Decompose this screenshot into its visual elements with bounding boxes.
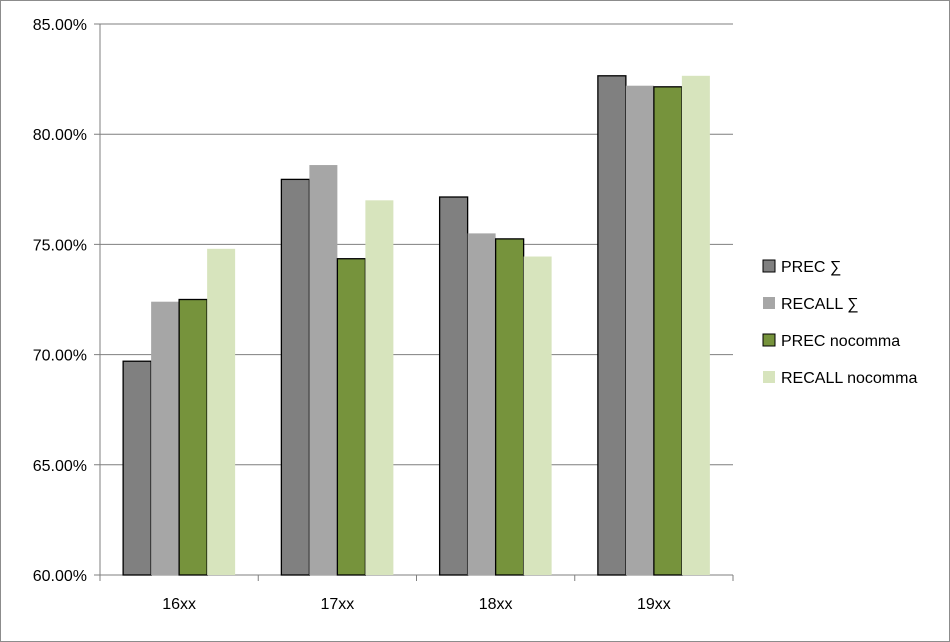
legend-label: PREC nocomma xyxy=(781,333,900,350)
legend: PREC ∑ RECALL ∑ PREC nocomma RECALL nocomma xyxy=(762,259,917,387)
y-tick-labels: 60.00% 65.00% 70.00% 75.00% 80.00% 85.00% xyxy=(33,17,87,585)
bar xyxy=(681,75,710,575)
bar xyxy=(653,86,683,576)
legend-swatch xyxy=(762,333,776,347)
legend-label: PREC ∑ xyxy=(781,259,841,276)
bar xyxy=(207,248,236,576)
bar xyxy=(597,75,627,576)
bar xyxy=(178,298,208,576)
x-tick-label: 18xx xyxy=(479,596,513,613)
bar xyxy=(122,360,152,576)
bar xyxy=(365,200,394,575)
legend-swatch xyxy=(762,259,776,273)
y-tick-label: 75.00% xyxy=(33,237,87,254)
bar xyxy=(625,85,654,575)
bars xyxy=(122,75,710,576)
legend-swatch xyxy=(763,371,775,383)
x-tick-label: 16xx xyxy=(162,596,196,613)
y-tick-label: 85.00% xyxy=(33,17,87,34)
legend-swatch xyxy=(763,297,775,309)
bar xyxy=(151,301,180,575)
x-tick-label: 17xx xyxy=(320,596,354,613)
bar xyxy=(494,238,525,576)
y-tick-label: 65.00% xyxy=(33,458,87,475)
x-tick-labels: 16xx 17xx 18xx 19xx xyxy=(162,596,671,613)
bar xyxy=(336,258,367,576)
bar xyxy=(280,178,311,576)
legend-label: RECALL ∑ xyxy=(781,296,859,313)
x-tick-label: 19xx xyxy=(637,596,671,613)
bar xyxy=(523,256,552,575)
legend-label: RECALL nocomma xyxy=(781,370,917,387)
bar xyxy=(438,196,469,576)
bar xyxy=(467,233,496,575)
bar xyxy=(309,165,338,575)
y-tick-label: 70.00% xyxy=(33,348,87,365)
y-tick-label: 80.00% xyxy=(33,127,87,144)
y-tick-label: 60.00% xyxy=(33,568,87,585)
